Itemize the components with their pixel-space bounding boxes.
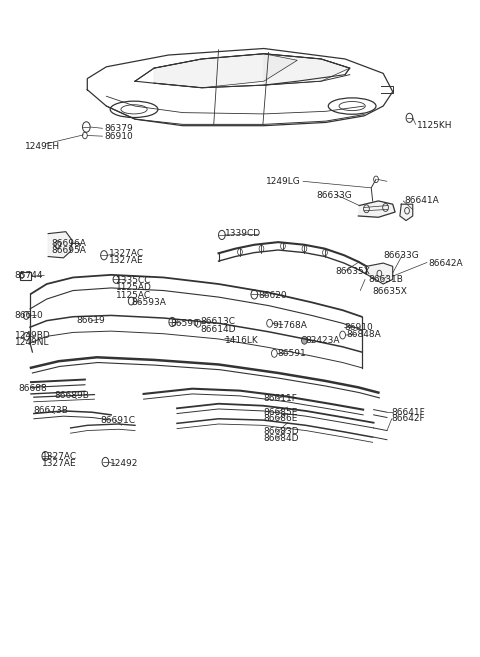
- Polygon shape: [48, 232, 72, 258]
- Text: 1327AC: 1327AC: [42, 452, 77, 461]
- Text: 86641F: 86641F: [392, 408, 425, 417]
- Text: 91768A: 91768A: [273, 321, 307, 330]
- Text: 86610: 86610: [15, 311, 44, 320]
- Text: 1416LK: 1416LK: [225, 336, 258, 345]
- Text: 86686E: 86686E: [263, 415, 297, 423]
- Text: 86641A: 86641A: [405, 196, 439, 206]
- Text: 86633G: 86633G: [383, 251, 419, 260]
- Text: 86591: 86591: [277, 349, 306, 358]
- Text: 86620: 86620: [258, 291, 287, 300]
- Text: 1327AE: 1327AE: [109, 256, 144, 265]
- Text: 86910: 86910: [104, 132, 133, 141]
- Text: 86689B: 86689B: [55, 391, 90, 399]
- Text: 86633G: 86633G: [316, 191, 352, 200]
- Text: 86642A: 86642A: [429, 259, 463, 267]
- Text: 86642F: 86642F: [392, 415, 425, 423]
- Text: 1249BD: 1249BD: [15, 331, 50, 340]
- Text: 12492: 12492: [110, 459, 139, 468]
- Text: 86691C: 86691C: [101, 416, 136, 424]
- Text: 86696A: 86696A: [51, 239, 86, 248]
- Text: 82423A: 82423A: [306, 336, 340, 345]
- Circle shape: [301, 336, 307, 344]
- Text: 1339CD: 1339CD: [225, 229, 261, 238]
- Text: 86695A: 86695A: [51, 246, 86, 255]
- Text: 86379: 86379: [104, 124, 133, 133]
- Text: 86684D: 86684D: [263, 434, 299, 443]
- Text: 1249NL: 1249NL: [15, 338, 49, 348]
- Text: 86613C: 86613C: [201, 317, 236, 327]
- Text: 86614D: 86614D: [201, 325, 236, 334]
- Text: 86631B: 86631B: [368, 275, 403, 284]
- Polygon shape: [359, 201, 395, 217]
- Text: 86683D: 86683D: [263, 427, 299, 436]
- Text: 1249LG: 1249LG: [266, 177, 301, 186]
- Text: 1125AD: 1125AD: [116, 283, 152, 292]
- Text: 85744: 85744: [15, 271, 43, 280]
- Polygon shape: [154, 54, 297, 88]
- Text: 86688: 86688: [18, 384, 47, 393]
- Polygon shape: [366, 263, 393, 284]
- Text: 86635X: 86635X: [372, 286, 408, 296]
- Text: 86611F: 86611F: [263, 394, 297, 403]
- Text: 86619: 86619: [77, 316, 106, 325]
- Text: 1327AC: 1327AC: [109, 249, 144, 258]
- Polygon shape: [400, 204, 413, 221]
- Text: 86685E: 86685E: [263, 408, 297, 417]
- Text: 86593A: 86593A: [131, 298, 166, 307]
- Text: 1125KH: 1125KH: [417, 121, 452, 130]
- Text: 86848A: 86848A: [346, 330, 381, 339]
- Text: 1249EH: 1249EH: [25, 142, 60, 151]
- Text: 86673B: 86673B: [34, 406, 69, 415]
- Polygon shape: [264, 54, 350, 85]
- Text: 1335CC: 1335CC: [116, 275, 151, 284]
- Text: 86910: 86910: [344, 323, 373, 332]
- Text: 86590: 86590: [171, 319, 200, 328]
- Text: 1125AC: 1125AC: [116, 290, 151, 300]
- Text: 1327AE: 1327AE: [42, 459, 77, 468]
- Text: 86635X: 86635X: [336, 267, 370, 276]
